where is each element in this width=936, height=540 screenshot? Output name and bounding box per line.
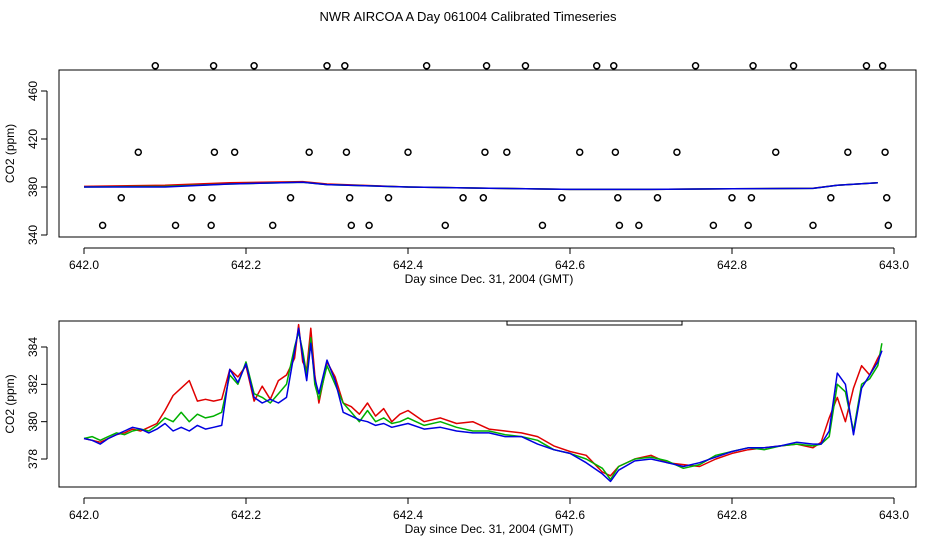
scatter-point <box>347 221 356 230</box>
scatter-point <box>151 62 160 70</box>
scatter-point <box>709 221 718 230</box>
scatter-point <box>673 148 681 156</box>
x-tick-label: 642.0 <box>69 258 99 272</box>
series-line-green <box>83 331 883 481</box>
chart-panel-2: 642.0 642.2 642.4 642.6 642.8 643.0 378 380 382 3… <box>3 320 917 536</box>
scatter-point <box>481 148 489 156</box>
scatter-point <box>558 194 566 202</box>
scatter-point <box>609 62 618 70</box>
x-tick-label: 643.0 <box>879 508 909 522</box>
scatter-point <box>482 62 491 70</box>
scatter-point <box>345 194 354 202</box>
scatter-point <box>250 62 258 70</box>
x-tick-label: 642.0 <box>69 508 99 522</box>
scatter-point <box>521 62 530 70</box>
scatter-point <box>305 148 313 156</box>
scatter-point <box>98 221 107 230</box>
y-tick-label: 340 <box>26 225 40 245</box>
y-axis-title: CO2 (ppm) <box>3 124 17 183</box>
scatter-point <box>882 194 891 202</box>
scatter-point <box>728 194 736 202</box>
scatter-point <box>422 62 431 70</box>
scatter-point <box>384 194 393 202</box>
y-tick-label: 380 <box>26 411 40 431</box>
scatter-point <box>268 221 277 230</box>
scatter-point <box>323 62 331 70</box>
scatter-point <box>635 221 643 230</box>
scatter-point <box>615 221 624 230</box>
x-tick-label: 642.6 <box>555 508 585 522</box>
y-axis-title: CO2 (ppm) <box>3 374 17 433</box>
scatter-point <box>878 62 887 70</box>
plot-frame <box>58 69 917 238</box>
scatter-point <box>230 148 239 156</box>
scatter-point <box>365 221 373 230</box>
scatter-point <box>210 148 219 156</box>
scatter-point <box>653 194 662 202</box>
scatter-point <box>503 148 511 156</box>
chart-panel-1: 642.0 642.2 642.4 642.6 642.8 643.0 340 380 420 4… <box>3 62 917 286</box>
chart-main-title: NWR AIRCOA A Day 061004 Calibrated Times… <box>319 9 617 24</box>
scatter-point <box>404 148 412 156</box>
x-tick-label: 642.8 <box>717 508 747 522</box>
series-line-red <box>83 323 883 477</box>
series-line-blue <box>84 181 878 191</box>
scatter-point <box>342 148 351 156</box>
x-tick-label: 642.4 <box>393 258 423 272</box>
scatter-point <box>134 148 143 156</box>
scatter-point <box>459 194 467 202</box>
legend-bracket <box>506 321 683 326</box>
scatter-point <box>884 221 893 230</box>
scatter-point <box>749 62 757 70</box>
scatter-point <box>844 148 852 156</box>
x-tick-label: 642.8 <box>717 258 747 272</box>
scatter-point <box>611 148 620 156</box>
y-tick-label: 384 <box>26 337 40 357</box>
x-tick-label: 642.2 <box>231 508 261 522</box>
y-tick-label: 380 <box>26 177 40 197</box>
x-axis-title: Day since Dec. 31, 2004 (GMT) <box>405 522 574 536</box>
x-tick-label: 643.0 <box>879 258 909 272</box>
scatter-point <box>614 194 622 202</box>
scatter-point <box>341 62 349 70</box>
scatter-point <box>592 62 601 70</box>
scatter-point <box>538 221 547 230</box>
plot-frame <box>58 320 917 488</box>
y-tick-label: 382 <box>26 374 40 394</box>
scatter-point <box>441 221 450 230</box>
x-tick-label: 642.4 <box>393 508 423 522</box>
scatter-point <box>744 221 752 230</box>
scatter-point <box>789 62 798 70</box>
y-tick-label: 378 <box>26 449 40 469</box>
x-tick-label: 642.6 <box>555 258 585 272</box>
scatter-point <box>208 194 216 202</box>
y-tick-label: 460 <box>26 81 40 101</box>
scatter-point <box>187 194 196 202</box>
scatter-point <box>747 194 756 202</box>
scatter-point <box>827 194 835 202</box>
scatter-point <box>209 62 218 70</box>
x-axis-title: Day since Dec. 31, 2004 (GMT) <box>405 272 574 286</box>
series-line-blue <box>83 327 883 483</box>
scatter-point <box>862 62 871 70</box>
y-tick-label: 420 <box>26 129 40 149</box>
scatter-point <box>771 148 780 156</box>
scatter-point <box>479 194 488 202</box>
scatter-point <box>575 148 584 156</box>
scatter-point <box>809 221 817 230</box>
scatter-point <box>207 221 215 230</box>
scatter-point <box>117 194 126 202</box>
scatter-point <box>691 62 700 70</box>
scatter-point <box>171 221 180 230</box>
scatter-point <box>286 194 295 202</box>
x-tick-label: 642.2 <box>231 258 261 272</box>
scatter-point <box>881 148 889 156</box>
